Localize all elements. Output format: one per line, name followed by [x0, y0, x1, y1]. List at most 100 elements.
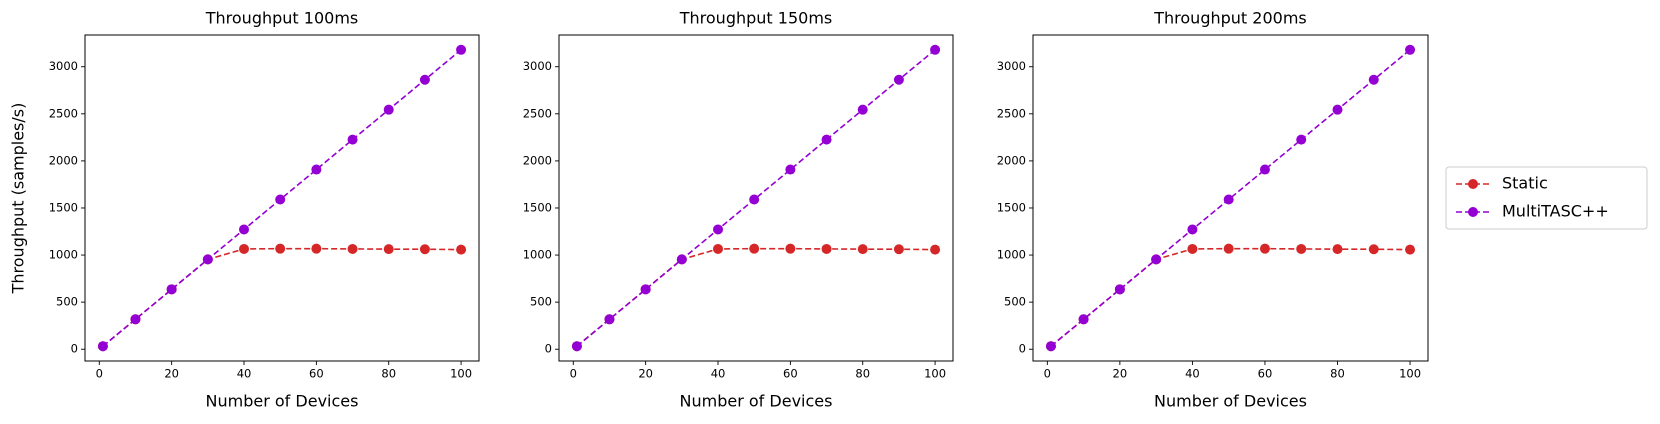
x-tick-label: 40	[237, 367, 252, 381]
data-point	[166, 284, 177, 295]
x-tick-label: 20	[164, 367, 179, 381]
data-point	[857, 244, 868, 255]
data-point	[311, 243, 322, 254]
data-point	[202, 254, 213, 265]
x-tick-label: 60	[1258, 367, 1273, 381]
data-point	[97, 341, 108, 352]
data-point	[130, 314, 141, 325]
data-point	[713, 243, 724, 254]
x-tick-label: 100	[1399, 367, 1421, 381]
data-point	[239, 243, 250, 254]
chart-title: Throughput 100ms	[205, 9, 358, 28]
plot-frame	[558, 34, 954, 362]
data-point	[1296, 134, 1307, 145]
data-point	[930, 244, 941, 255]
legend-marker	[1468, 179, 1478, 189]
y-tick-label: 2000	[997, 153, 1026, 167]
data-point	[275, 243, 286, 254]
series-line	[1050, 247, 1411, 347]
data-point	[571, 341, 582, 352]
data-point	[821, 243, 832, 254]
x-tick-label: 60	[783, 367, 798, 381]
data-point	[893, 74, 904, 85]
data-point	[383, 104, 394, 115]
data-point	[604, 314, 615, 325]
data-point	[1223, 194, 1234, 205]
legend-marker	[1468, 207, 1478, 217]
y-tick-label: 2000	[49, 153, 78, 167]
data-point	[419, 74, 430, 85]
data-point	[311, 164, 322, 175]
data-point	[1259, 164, 1270, 175]
y-tick-label: 0	[545, 342, 552, 356]
y-tick-label: 2500	[523, 106, 552, 120]
x-axis-label: Number of Devices	[206, 392, 359, 411]
y-tick-label: 2500	[49, 106, 78, 120]
y-tick-label: 1000	[523, 248, 552, 262]
data-point	[275, 194, 286, 205]
y-tick-label: 1500	[523, 200, 552, 214]
x-tick-label: 0	[96, 367, 103, 381]
x-tick-label: 40	[711, 367, 726, 381]
y-tick-label: 3000	[997, 59, 1026, 73]
data-point	[893, 244, 904, 255]
data-point	[1151, 254, 1162, 265]
y-axis-label: Throughput (samples/s)	[9, 103, 28, 295]
data-point	[1368, 74, 1379, 85]
y-tick-label: 500	[56, 295, 78, 309]
data-point	[857, 104, 868, 115]
data-point	[785, 164, 796, 175]
data-point	[821, 134, 832, 145]
chart-title: Throughput 150ms	[679, 9, 832, 28]
x-tick-label: 100	[924, 367, 946, 381]
data-point	[749, 194, 760, 205]
data-point	[347, 243, 358, 254]
data-point	[1078, 314, 1089, 325]
legend-box	[1445, 166, 1648, 230]
legend: Static MultiTASC++	[1445, 166, 1648, 230]
data-point	[1332, 104, 1343, 115]
data-point	[676, 254, 687, 265]
data-point	[419, 244, 430, 255]
x-axis-label: Number of Devices	[1154, 392, 1307, 411]
data-point	[1223, 243, 1234, 254]
y-tick-label: 3000	[49, 59, 78, 73]
y-tick-label: 500	[1004, 295, 1026, 309]
x-tick-label: 0	[570, 367, 577, 381]
series-line	[102, 247, 462, 347]
plot-frame	[84, 34, 480, 362]
y-tick-label: 1500	[49, 200, 78, 214]
plot-frame	[1032, 34, 1429, 362]
y-tick-label: 1000	[49, 248, 78, 262]
data-point	[1187, 243, 1198, 254]
series-line	[576, 247, 936, 347]
x-tick-label: 80	[1330, 367, 1345, 381]
x-tick-label: 80	[381, 367, 396, 381]
data-point	[930, 44, 941, 55]
x-tick-label: 60	[309, 367, 324, 381]
x-tick-label: 100	[450, 367, 472, 381]
y-tick-label: 1500	[997, 200, 1026, 214]
data-point	[1368, 244, 1379, 255]
y-tick-label: 500	[530, 295, 552, 309]
y-tick-label: 0	[71, 342, 78, 356]
x-tick-label: 40	[1185, 367, 1200, 381]
x-tick-label: 20	[638, 367, 653, 381]
data-point	[1405, 244, 1416, 255]
data-point	[1405, 44, 1416, 55]
data-point	[640, 284, 651, 295]
chart-title: Throughput 200ms	[1153, 9, 1306, 28]
data-point	[785, 243, 796, 254]
x-tick-label: 20	[1113, 367, 1128, 381]
y-tick-label: 2000	[523, 153, 552, 167]
x-tick-label: 80	[855, 367, 870, 381]
data-point	[1259, 243, 1270, 254]
y-tick-label: 2500	[997, 106, 1026, 120]
x-tick-label: 0	[1044, 367, 1051, 381]
data-point	[1187, 224, 1198, 235]
data-point	[383, 244, 394, 255]
data-point	[1045, 341, 1056, 352]
x-axis-label: Number of Devices	[680, 392, 833, 411]
data-point	[456, 244, 467, 255]
